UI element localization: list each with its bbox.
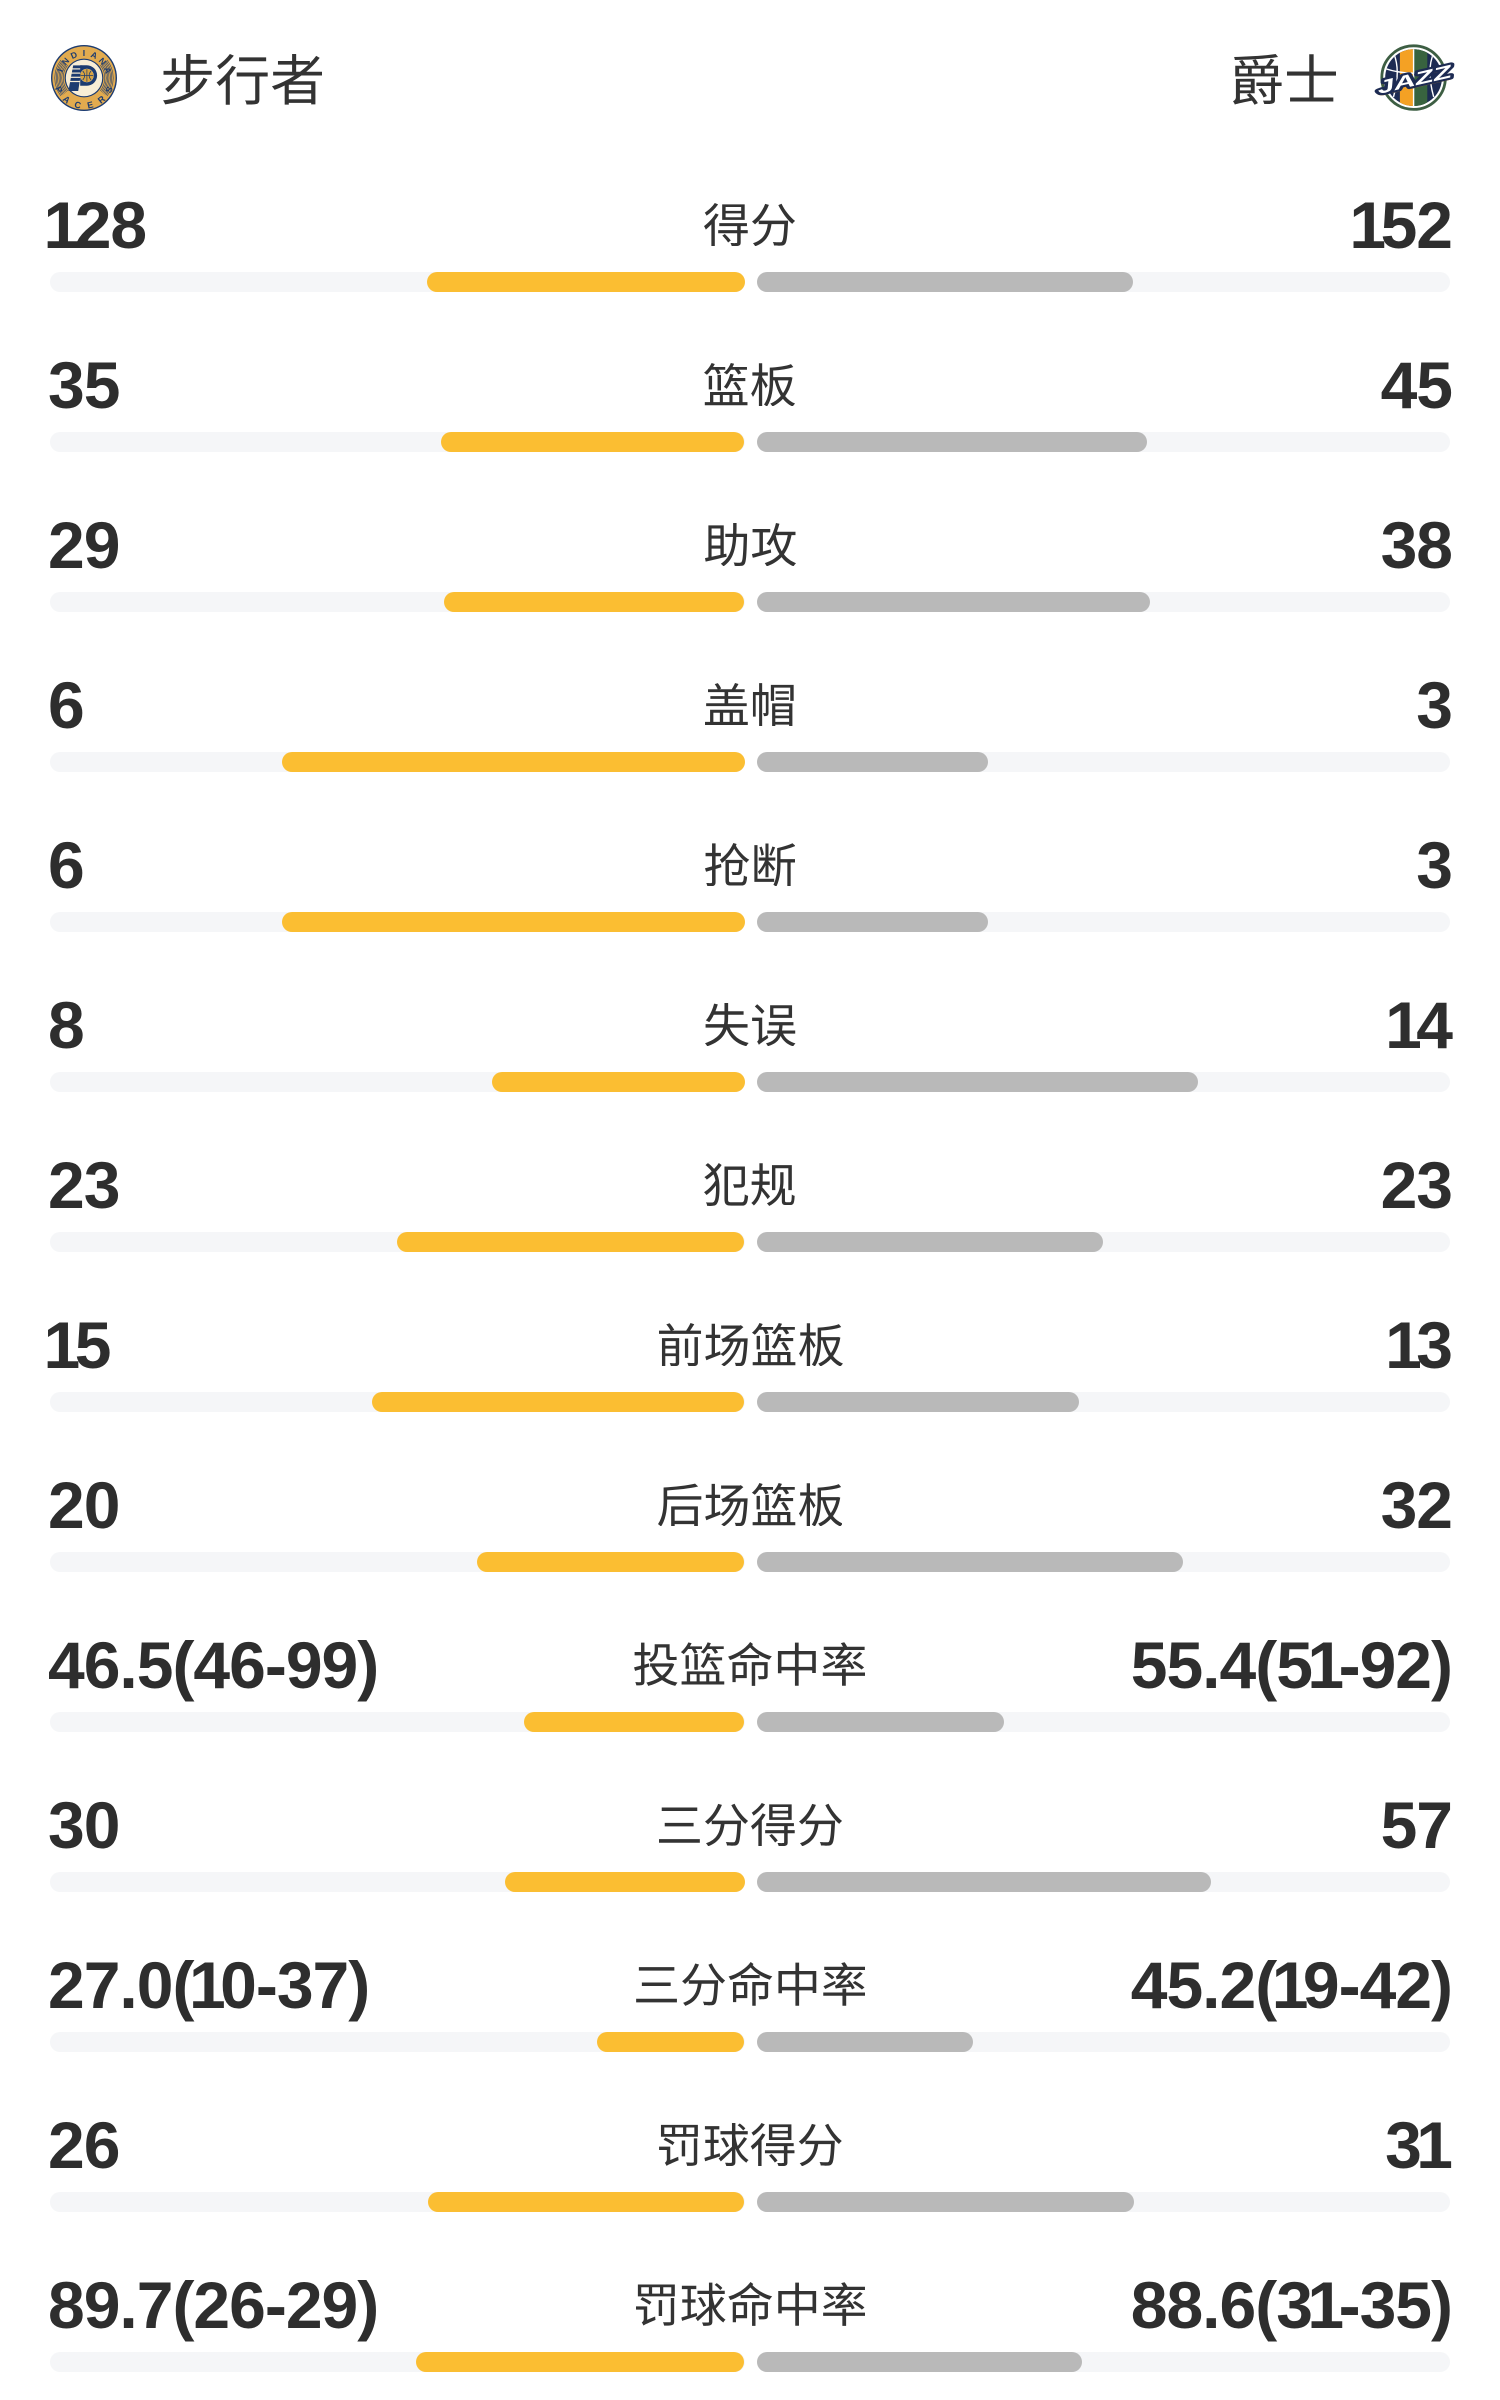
svg-text:A: A [90, 49, 100, 61]
svg-text:R: R [96, 93, 108, 105]
svg-text:E: E [86, 100, 94, 111]
svg-text:A: A [61, 94, 73, 106]
svg-text:A: A [102, 66, 113, 75]
svg-text:I: I [83, 48, 85, 58]
svg-text:S: S [104, 85, 116, 95]
svg-text:C: C [74, 99, 83, 110]
svg-text:I: I [55, 68, 65, 73]
svg-text:P: P [53, 85, 65, 95]
svg-text:N: N [60, 56, 72, 67]
svg-text:D: D [69, 49, 79, 61]
svg-text:N: N [97, 56, 109, 67]
